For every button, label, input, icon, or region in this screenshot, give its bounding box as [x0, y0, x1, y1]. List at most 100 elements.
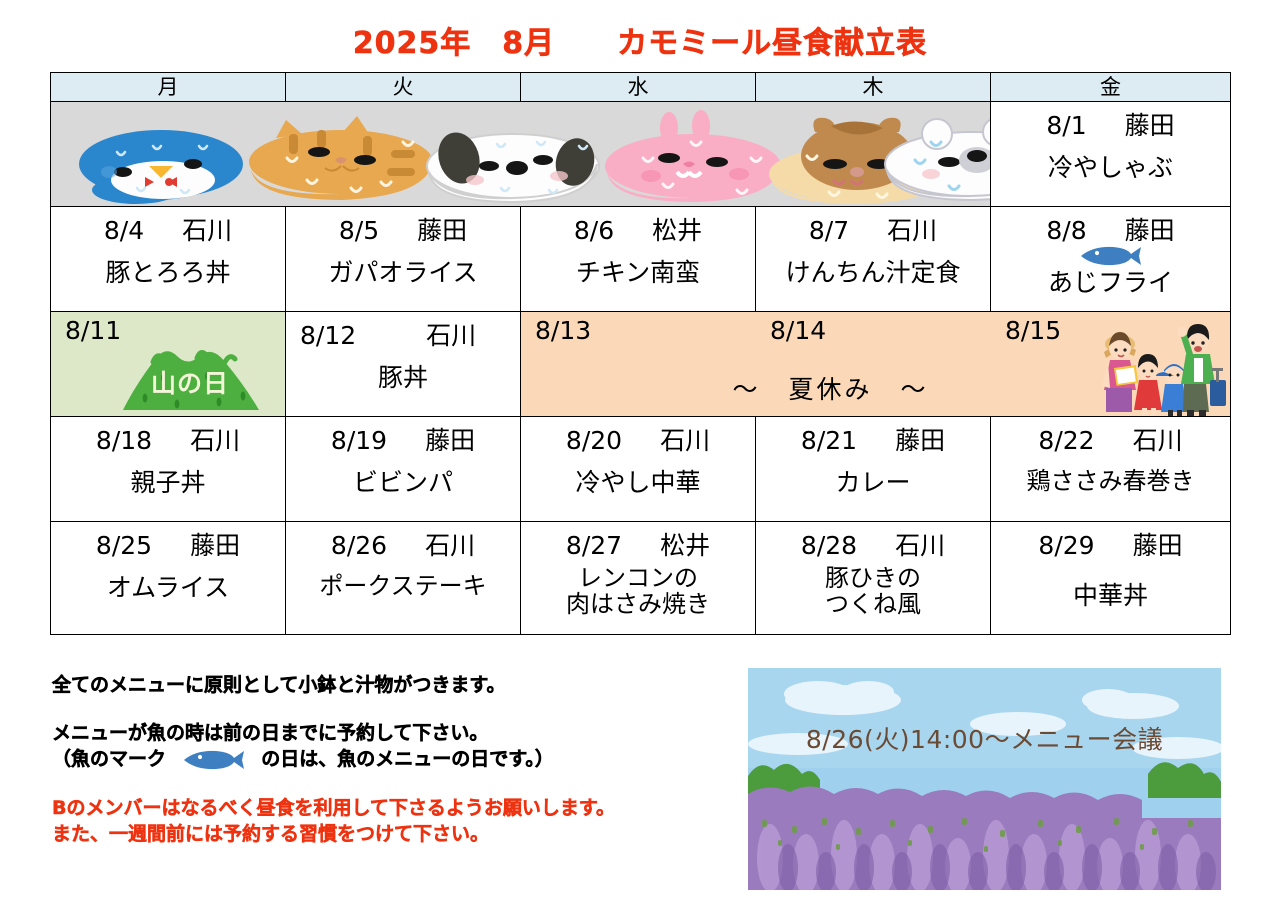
- cell-menu: ポークステーキ: [319, 572, 487, 600]
- cell-menu: レンコンの 肉はさみ焼き: [566, 564, 710, 618]
- calendar-cell-0804[interactable]: 8/4 石川 豚とろろ丼: [50, 206, 286, 312]
- header-day-fri: 金: [990, 72, 1231, 102]
- cell-date: 8/26: [330, 531, 388, 560]
- mountain-day-icon: 山の日: [115, 328, 265, 412]
- cell-header: 8/8 藤田: [991, 207, 1230, 247]
- page-title-bar: 2025年 8月 カモミール昼食献立表: [0, 0, 1280, 62]
- cell-date: 8/21: [800, 426, 858, 455]
- calendar-cell-0820[interactable]: 8/20 石川 冷やし中華: [520, 416, 756, 522]
- calendar-cell-0818[interactable]: 8/18 石川 親子丼: [50, 416, 286, 522]
- cell-header: 8/7 石川: [756, 207, 990, 247]
- calendar-cell-0828[interactable]: 8/28 石川 豚ひきの つくね風: [755, 521, 991, 635]
- cell-date: 8/22: [1038, 426, 1095, 455]
- calendar-container: 月 火 水 木 金: [50, 72, 1231, 635]
- cat-icon: [249, 116, 433, 200]
- cell-chef: 松井: [660, 531, 711, 560]
- cell-menu: 豚ひきの つくね風: [825, 564, 921, 618]
- cell-chef: 石川: [425, 531, 476, 560]
- melted-animals-illustration: [50, 101, 991, 207]
- cell-menu: 豚とろろ丼: [105, 258, 231, 287]
- cell-chef: 藤田: [895, 426, 946, 455]
- lavender-spikes: [757, 820, 1201, 890]
- dog-icon: [426, 132, 600, 204]
- cell-chef: 石川: [190, 426, 241, 455]
- cell-header: 8/18 石川: [51, 417, 285, 457]
- rabbit-icon: [605, 110, 781, 202]
- cell-header: 8/12 石川: [286, 312, 520, 352]
- cell-header: 8/4 石川: [51, 207, 285, 247]
- cell-header: 8/6 松井: [521, 207, 755, 247]
- penguin-icon: [79, 130, 243, 204]
- calendar-cell-0812[interactable]: 8/12 石川 豚丼: [285, 311, 521, 417]
- father-figure: [1177, 324, 1226, 416]
- vacation-date-0815: 8/15: [1005, 316, 1062, 345]
- cell-chef: 藤田: [425, 426, 476, 455]
- header-day-thu: 木: [755, 72, 991, 102]
- cell-date: 8/20: [565, 426, 623, 455]
- cell-header: 8/20 石川: [521, 417, 755, 457]
- cell-chef: 石川: [182, 216, 233, 245]
- calendar-cell-0806[interactable]: 8/6 松井 チキン南蛮: [520, 206, 756, 312]
- cell-date: 8/8: [1046, 216, 1087, 245]
- cell-chef: 石川: [1132, 426, 1183, 455]
- calendar-cell-0819[interactable]: 8/19 藤田 ビビンパ: [285, 416, 521, 522]
- cell-chef: 藤田: [1132, 531, 1183, 560]
- cell-date: 8/7: [808, 216, 850, 245]
- note-line-3: （魚のマーク の日は、魚のメニューの日です。）: [52, 746, 732, 772]
- calendar-cell-0827[interactable]: 8/27 松井 レンコンの 肉はさみ焼き: [520, 521, 756, 635]
- boy-figure: [1156, 364, 1187, 416]
- calendar-cell-0807[interactable]: 8/7 石川 けんちん汁定食: [755, 206, 991, 312]
- calendar-header-row: 月 火 水 木 金: [50, 72, 1231, 102]
- family-travel-illustration: [1086, 318, 1226, 416]
- lavender-field-photo: 8/26(火)14:00〜メニュー会議: [748, 668, 1221, 890]
- girl-figure: [1134, 354, 1162, 416]
- calendar-cell-0811-holiday[interactable]: 8/11 山の日: [50, 311, 286, 417]
- calendar-cell-0825[interactable]: 8/25 藤田 オムライス: [50, 521, 286, 635]
- cell-chef: 藤田: [190, 531, 241, 560]
- cell-chef: 石川: [895, 531, 946, 560]
- calendar-cell-0822[interactable]: 8/22 石川 鶏ささみ春巻き: [990, 416, 1231, 522]
- cell-header: 8/29 藤田: [991, 522, 1230, 562]
- cell-date: 8/29: [1038, 531, 1095, 560]
- cell-date: 8/28: [800, 531, 858, 560]
- calendar-cell-0808[interactable]: 8/8 藤田 あじフライ: [990, 206, 1231, 312]
- cell-chef: 松井: [652, 216, 703, 245]
- cell-menu: 冷やし中華: [575, 468, 701, 497]
- cell-date: 8/27: [565, 531, 623, 560]
- vacation-date-0814: 8/14: [770, 316, 827, 345]
- cell-menu: 親子丼: [130, 468, 206, 497]
- calendar-cell-0821[interactable]: 8/21 藤田 カレー: [755, 416, 991, 522]
- note-spacer-2: [52, 773, 732, 795]
- cell-menu: あじフライ: [1047, 268, 1173, 297]
- calendar-cell-0829[interactable]: 8/29 藤田 中華丼: [990, 521, 1231, 635]
- vacation-label: 〜 夏休み 〜: [732, 375, 929, 404]
- cell-menu: 中華丼: [1072, 581, 1148, 610]
- vacation-date-0813: 8/13: [535, 316, 592, 345]
- cell-header: 8/28 石川: [756, 522, 990, 562]
- cell-header: 8/27 松井: [521, 522, 755, 562]
- photo-caption: 8/26(火)14:00〜メニュー会議: [805, 725, 1164, 754]
- calendar-cell-0801[interactable]: 8/1 藤田 冷やしゃぶ: [990, 101, 1231, 207]
- cell-menu: 鶏ささみ春巻き: [1026, 467, 1195, 495]
- calendar-cell-0805[interactable]: 8/5 藤田 ガパオライス: [285, 206, 521, 312]
- note-line-3-after: の日は、魚のメニューの日です。）: [261, 748, 554, 771]
- header-day-wed: 水: [520, 72, 756, 102]
- cell-chef: 石川: [887, 216, 938, 245]
- cell-header: 8/22 石川: [991, 417, 1230, 457]
- calendar-cell-0826[interactable]: 8/26 石川 ポークステーキ: [285, 521, 521, 635]
- calendar-week-row-2: 8/4 石川 豚とろろ丼 8/5 藤田 ガパオライス 8/6 松井 チキン南蛮 …: [50, 206, 1231, 312]
- menu-calendar-table: 月 火 水 木 金: [50, 72, 1231, 635]
- cell-header: 8/11: [52, 313, 285, 345]
- cell-menu: ガパオライス: [328, 258, 478, 287]
- note-line-2: メニューが魚の時は前の日までに予約して下さい。: [52, 722, 489, 745]
- polar-bear-icon: [884, 118, 990, 202]
- cell-menu: カレー: [835, 468, 911, 497]
- cell-chef: 石川: [426, 321, 477, 350]
- cell-chef: 藤田: [1124, 216, 1175, 245]
- note-line-1: 全てのメニューに原則として小鉢と汁物がつきます。: [52, 674, 506, 697]
- cell-menu: 豚丼: [377, 363, 428, 392]
- calendar-cell-summer-vacation[interactable]: 8/13 8/14 8/15 〜 夏休み 〜: [520, 311, 1231, 417]
- header-day-tue: 火: [285, 72, 521, 102]
- cell-date: 8/25: [95, 531, 153, 560]
- fish-icon: [1080, 246, 1141, 266]
